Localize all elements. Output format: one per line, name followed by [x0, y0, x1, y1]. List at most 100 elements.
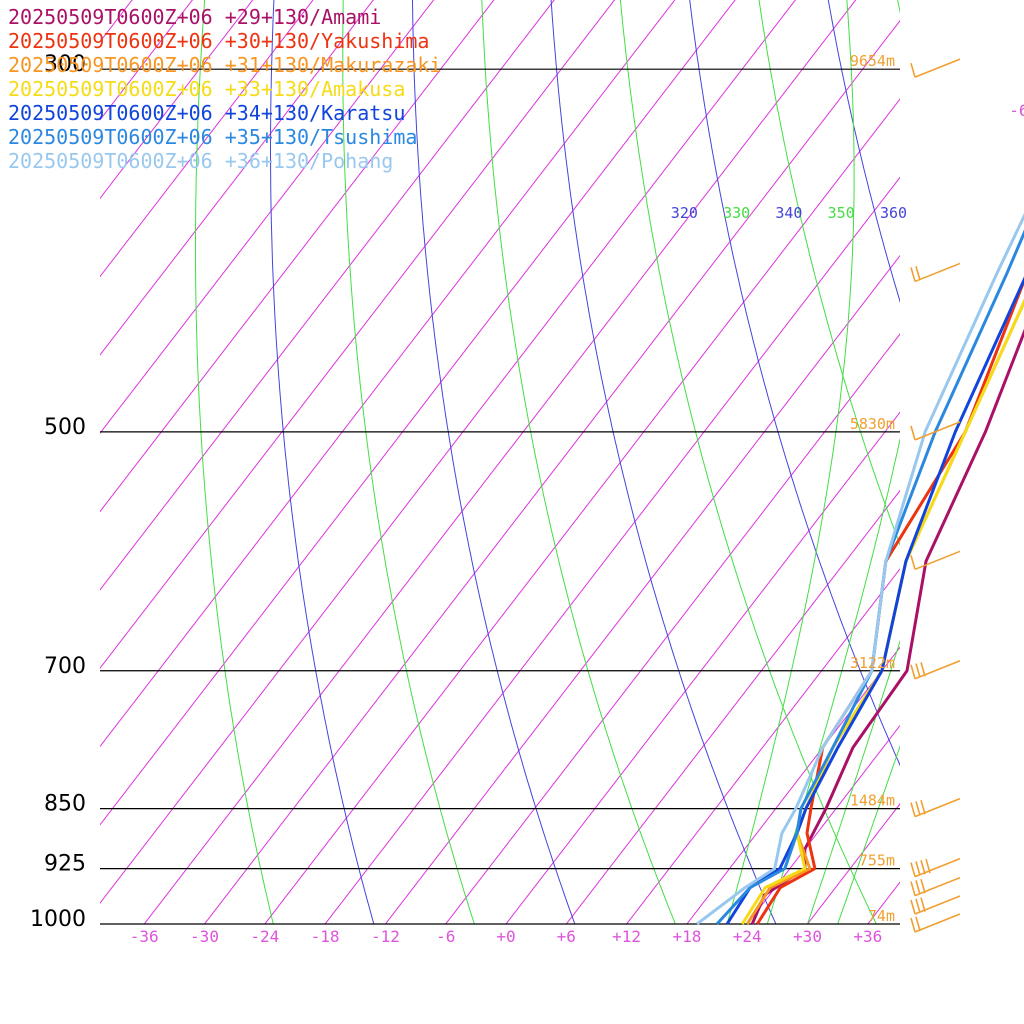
x-tick-label: +30 [793, 927, 822, 946]
wind-barb-staff [914, 857, 961, 878]
height-label: 3122m [850, 654, 895, 672]
isotherm-line [445, 333, 900, 924]
height-label: 1484m [850, 792, 895, 810]
height-label: 755m [859, 852, 895, 870]
wind-barb-flag [925, 858, 931, 874]
wind-barb [910, 857, 961, 878]
height-label: 9654m [850, 52, 895, 70]
height-label: 5830m [850, 415, 895, 433]
dry-adiabat-line [897, 0, 900, 14]
dry-adiabat-line [481, 0, 676, 924]
moist-adiabat-line [837, 744, 900, 924]
isotherm-line [806, 803, 900, 924]
isotherm-line [100, 0, 495, 513]
temperature-profile-line [715, 229, 1024, 926]
isotherm-line [264, 98, 900, 924]
dry-adiabat-line [758, 0, 900, 547]
dry-adiabat-line [342, 0, 475, 924]
wind-barb-flag [910, 267, 916, 282]
temperature-profile-line [750, 328, 1024, 925]
temperature-profiles [696, 212, 1024, 926]
isotherm-line [625, 568, 900, 924]
x-tick-label: -6 [436, 927, 455, 946]
theta-label: 330 [723, 204, 750, 222]
dry-adiabat-line [412, 0, 576, 924]
isotherm-line [686, 646, 900, 924]
moist-adiabat-line [726, 0, 855, 924]
pressure-label: 925 [44, 852, 86, 877]
isotherm-label: -66 [1009, 101, 1024, 120]
wind-barb [910, 895, 961, 915]
temperature-profile-line [696, 212, 1024, 926]
dry-adiabat-line [997, 0, 1024, 959]
wind-barb-flag [920, 799, 926, 815]
x-tick-label: -30 [190, 927, 219, 946]
wind-barb-flag [910, 881, 916, 896]
moist-adiabat-lines [726, 0, 900, 924]
x-tick-label: +6 [557, 927, 576, 946]
dry-adiabat-line [550, 0, 777, 924]
moist-adiabat-line [766, 437, 900, 924]
wind-barb [910, 421, 961, 441]
temperature-profile-line [756, 276, 1024, 925]
wind-barb [910, 262, 961, 283]
wind-barb [910, 58, 961, 78]
wind-barb-flag [910, 425, 916, 441]
isotherm-line [100, 0, 616, 669]
wind-barb-flag [915, 898, 921, 914]
temperature-profile-line [725, 276, 1024, 925]
isotherm-line [962, 0, 1024, 959]
wind-barbs [910, 58, 961, 933]
pressure-label: 850 [44, 792, 86, 817]
pressure-label: 500 [44, 415, 86, 440]
x-tick-label: -12 [371, 927, 400, 946]
isotherm-line [565, 489, 900, 924]
legend-entry: 20250509T0600Z+06 +31+130/Makurazaki [8, 53, 441, 77]
x-tick-label: +12 [612, 927, 641, 946]
isotherm-line [100, 0, 555, 591]
dry-adiabat-line [827, 0, 900, 304]
wind-barb-staff [914, 895, 961, 915]
temperature-profile-line [740, 298, 1024, 925]
x-tick-label: -24 [250, 927, 279, 946]
x-tick-label: +18 [672, 927, 701, 946]
wind-barb-flag [910, 802, 916, 817]
dry-adiabat-line [893, 0, 1024, 959]
wind-barb-staff [914, 876, 961, 897]
legend-entry: 20250509T0600Z+06 +34+130/Karatsu [8, 101, 405, 125]
dry-adiabat-line [270, 0, 375, 924]
dry-adiabat-line [619, 0, 877, 924]
wind-barb-flag [910, 862, 916, 877]
legend-entry: 20250509T0600Z+06 +30+130/Yakushima [8, 29, 429, 53]
wind-barb-staff [914, 913, 961, 933]
isotherm-line [324, 176, 900, 924]
axis-labels: 10016592m15014186m20012397m25010923m3009… [30, 52, 1024, 946]
wind-barb [910, 550, 961, 571]
theta-label: 320 [671, 204, 698, 222]
x-tick-label: -18 [311, 927, 340, 946]
dry-adiabat-line [195, 0, 274, 924]
wind-barb-flag [910, 664, 916, 679]
wind-barb-staff [914, 421, 961, 441]
wind-barb-flag [915, 916, 921, 932]
legend-entry: 20250509T0600Z+06 +36+130/Pohang [8, 149, 393, 173]
dry-adiabat-line [689, 0, 900, 767]
wind-barb-staff [914, 797, 961, 818]
x-tick-label: -36 [130, 927, 159, 946]
pressure-level-lines [100, 68, 900, 925]
isotherm-line [746, 724, 900, 924]
wind-barb-staff [914, 550, 961, 571]
isotherm-line [100, 0, 736, 826]
isotherm-line [867, 881, 900, 924]
temperature-profile-line [745, 298, 1024, 925]
wind-barb-flag [910, 917, 916, 933]
x-tick-label: +24 [733, 927, 762, 946]
wind-barb-flag [915, 861, 921, 876]
wind-barb-staff [914, 262, 961, 283]
wind-barb-flag [910, 555, 916, 570]
x-tick-label: +36 [853, 927, 882, 946]
wind-barb-flag [910, 899, 916, 915]
isotherm-line [100, 0, 676, 748]
wind-barb-flag [920, 878, 926, 894]
